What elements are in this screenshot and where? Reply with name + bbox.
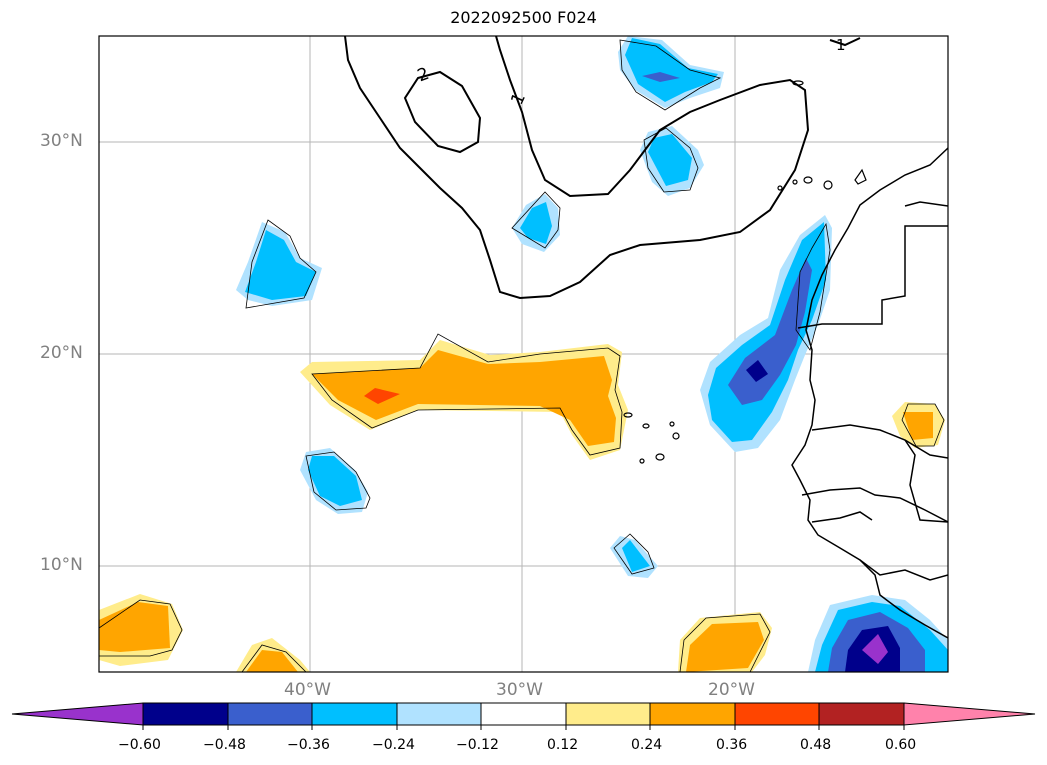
colorbar-lower-extension xyxy=(11,702,144,726)
negative-anomaly-west xyxy=(236,222,322,306)
map-title: 2022092500 F024 xyxy=(450,8,597,27)
anomaly-outlines xyxy=(99,39,945,672)
colorbar-tick: 0.60 xyxy=(885,737,917,753)
colorbar-bin xyxy=(480,702,567,726)
lon-label-20w: 20°W xyxy=(708,680,755,700)
colorbar-bin xyxy=(649,702,736,726)
lon-label-40w: 40°W xyxy=(284,680,331,700)
negative-anomaly-midwest xyxy=(300,448,368,514)
contour-label: 1 xyxy=(836,36,846,54)
islands xyxy=(623,80,867,464)
contours xyxy=(344,36,861,300)
negative-anomaly-small xyxy=(610,536,658,578)
negative-anomaly-north-1 xyxy=(618,36,724,108)
lon-label-30w: 30°W xyxy=(496,680,543,700)
positive-anomaly-east xyxy=(892,402,945,448)
map-area xyxy=(99,36,948,672)
colorbar-tick: −0.36 xyxy=(287,737,330,753)
colorbar-bin xyxy=(565,702,651,726)
colorbar-tick: 0.12 xyxy=(547,737,579,753)
colorbar-tick: 0.36 xyxy=(716,737,748,753)
colorbar-bin xyxy=(142,702,229,726)
contour-label: 1 xyxy=(507,90,530,108)
lat-label-10n: 10°N xyxy=(40,555,83,575)
colorbar-bin xyxy=(734,702,820,726)
colorbar-tick: 0.48 xyxy=(800,737,832,753)
negative-anomaly-coast xyxy=(700,215,832,452)
colorbar-tick: −0.60 xyxy=(118,737,161,753)
negative-anomaly-southeast xyxy=(808,595,948,672)
negative-anomaly-north-2 xyxy=(640,126,704,196)
colorbar-bin xyxy=(396,702,482,726)
colorbar-tick: −0.24 xyxy=(372,737,415,753)
lat-label-30n: 30°N xyxy=(40,131,83,151)
negative-anomaly-north-3 xyxy=(512,194,560,252)
colorbar-tick: −0.12 xyxy=(456,737,499,753)
colorbar xyxy=(11,702,1036,730)
coastlines xyxy=(791,147,948,639)
colorbar-tick: 0.24 xyxy=(631,737,663,753)
positive-anomaly-band xyxy=(300,340,628,460)
colorbar-upper-extension xyxy=(903,702,1036,726)
colorbar-bin xyxy=(311,702,398,726)
colorbar-bin xyxy=(227,702,313,726)
map-frame xyxy=(98,35,949,673)
positive-anomaly-south xyxy=(236,638,310,672)
positive-anomaly-south-center xyxy=(678,612,772,672)
lat-label-20n: 20°N xyxy=(40,343,83,363)
positive-anomaly-southwest xyxy=(99,594,183,666)
colorbar-bin xyxy=(818,702,905,726)
colorbar-tick: −0.48 xyxy=(203,737,246,753)
